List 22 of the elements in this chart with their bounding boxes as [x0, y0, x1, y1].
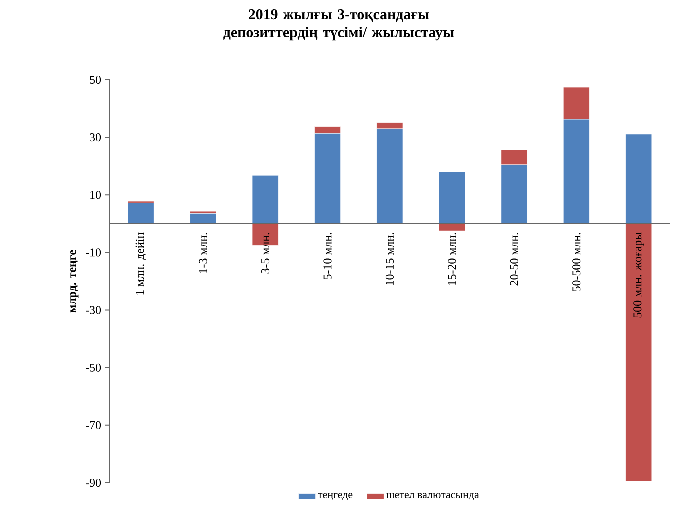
legend-label: теңгеде [318, 493, 353, 501]
y-tick-label: -70 [86, 421, 102, 430]
y-tick-label: -50 [86, 364, 102, 372]
y-tick-label: 50 [90, 76, 102, 84]
x-tick-label: 10-15 млн. [386, 233, 394, 286]
y-tick-label: 10 [90, 191, 102, 200]
y-tick-label: -10 [86, 248, 102, 257]
y-tick-label: -90 [86, 478, 102, 488]
x-tick-label: 3-5 млн. [262, 233, 270, 274]
x-tick-label: 50-500 млн. [572, 233, 581, 292]
y-axis-title: млрд. теңге [70, 250, 79, 313]
legend-label: шетел валютасында [386, 493, 480, 501]
y-tick-label: 30 [90, 134, 102, 142]
bar [128, 202, 154, 224]
x-tick-label: 5-10 млн. [324, 233, 332, 280]
x-tick-label: 20-50 млн. [510, 233, 519, 286]
chart-title: 2019 жылғы 3-тоқсандағы депозиттердің түсімі/ жылыстауы [224, 10, 454, 41]
x-tick-label: 500 млн. жоғары [634, 232, 644, 318]
y-tick-label: -30 [86, 306, 102, 314]
x-tick-label: 1-3 млн. [199, 233, 208, 274]
x-tick-label: 1 млн. дейін [136, 232, 146, 295]
x-tick-label: 15-20 млн. [448, 233, 456, 286]
